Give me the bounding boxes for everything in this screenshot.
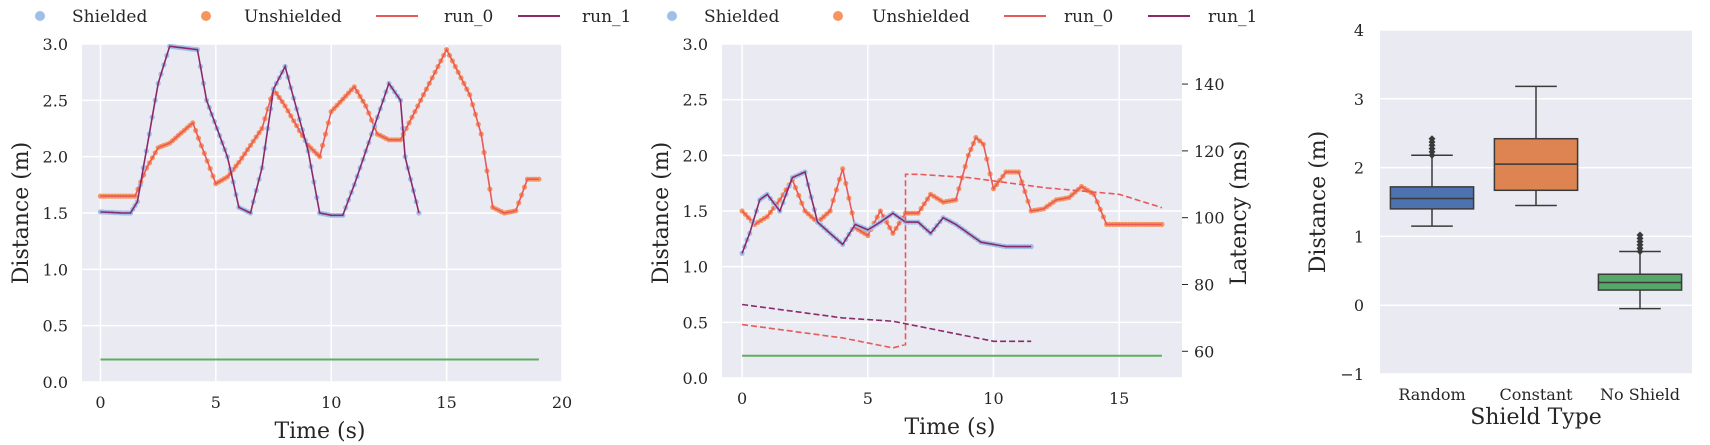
y-axis-label: Distance (m) [649,142,674,284]
legend-marker-shielded [667,11,677,21]
legend-marker-shielded [35,11,45,21]
legend-label-unshielded: Unshielded [244,7,342,27]
x-tick-label: 0 [737,389,747,408]
y-tick-label: 0.0 [43,373,68,392]
outlier-point [1428,135,1436,143]
x-tick-label: Random [1398,385,1465,404]
gridlines [722,43,1182,379]
y2-tick-label: 100 [1194,209,1225,228]
outlier-point [1636,231,1644,239]
chart-distance-latency: 0 5 10 15 0.0 0.5 1.0 1.5 2.0 2.5 3.0 60 80 100 120 140… [649,35,1252,440]
y-tick-label: 1.0 [683,258,708,277]
y2-axis-label: Latency (ms) [1227,141,1252,286]
series [97,43,542,361]
x-axis-label: Time (s) [274,419,365,444]
x-tick-label: 10 [321,393,341,412]
series [739,134,1165,357]
y-tick-label: 2.0 [683,146,708,165]
latency-line-run_1-latency [741,303,1032,343]
y-axis-label: Distance (m) [1306,131,1331,273]
legend-label-run0: run_0 [1064,7,1113,27]
y-tick-label: 0.5 [683,313,708,332]
series-line-run_0 [100,47,539,214]
x-tick-label: 20 [552,393,572,412]
legend-label-shielded: Shielded [704,7,779,27]
y-axis-label: Distance (m) [9,142,34,284]
x-tick-label: 5 [863,389,873,408]
legend-marker-unshielded [833,11,843,21]
y2-tick-label: 80 [1194,275,1214,294]
y-tick-label: 1.5 [43,204,68,223]
y-tick-label: 1 [1354,227,1364,246]
latency-line-run_0-latency [741,173,1163,349]
y-tick-label: 1.5 [683,202,708,221]
y-tick-label: 1.0 [43,260,68,279]
y2-tick-label: 140 [1194,75,1225,94]
box-constant [1493,85,1579,207]
legend-marker-unshielded [201,11,211,21]
y-tick-label: 3.0 [683,35,708,54]
chart-shield-type-boxplot: −1 0 1 2 3 4 Random Constant No Shield Shield Ty… [1306,21,1692,430]
tick-labels: −1 0 1 2 3 4 Random Constant No Shield [1340,21,1680,404]
x-tick-label: 15 [1109,389,1129,408]
chart-distance-over-time: 0 5 10 15 20 0.0 0.5 1.0 1.5 2.0 2.5 3.0 Time (s) D… [9,35,572,444]
x-axis-label: Shield Type [1470,405,1602,430]
y-tick-label: 0.5 [43,317,68,336]
box-random [1389,135,1475,227]
y-tick-label: 3.0 [43,35,68,54]
y-tick-label: 0.0 [683,369,708,388]
y-tick-label: 2.0 [43,148,68,167]
legend-label-shielded: Shielded [72,7,147,27]
y-tick-label: 2 [1354,159,1364,178]
y2-tick-label: 60 [1194,342,1214,361]
legend-label-unshielded: Unshielded [872,7,970,27]
x-tick-label: Constant [1499,385,1573,404]
x-tick-label: 15 [436,393,456,412]
series-line-run_1 [100,45,420,217]
x-tick-label: 0 [95,393,105,412]
legend-left: Shielded Unshielded run_0 run_1 [35,7,631,27]
legend-label-run0: run_0 [444,7,493,27]
x-tick-label: 5 [211,393,221,412]
box-no-shield [1597,231,1683,310]
series-line-run_0 [741,136,1162,237]
tick-labels: 0 5 10 15 20 0.0 0.5 1.0 1.5 2.0 2.5 3.0 [43,35,573,412]
y-tick-label: 4 [1354,21,1364,40]
legend-label-run1: run_1 [1208,7,1257,27]
tick-labels: 0 5 10 15 0.0 0.5 1.0 1.5 2.0 2.5 3.0 60 80 100 120 140 [683,35,1225,408]
y2-tick-label: 120 [1194,142,1225,161]
y-tick-label: 2.5 [683,91,708,110]
legend-label-run1: run_1 [582,7,631,27]
y-tick-label: 0 [1354,296,1364,315]
series-line-run_1 [741,170,1032,254]
y-tick-label: 3 [1354,90,1364,109]
legend-middle: Shielded Unshielded run_0 run_1 [667,7,1257,27]
x-tick-label: 10 [983,389,1003,408]
y-tick-label: 2.5 [43,91,68,110]
boxes [1389,85,1683,310]
x-axis-label: Time (s) [904,415,995,440]
y-tick-label: −1 [1340,365,1364,384]
x-tick-label: No Shield [1600,385,1680,404]
